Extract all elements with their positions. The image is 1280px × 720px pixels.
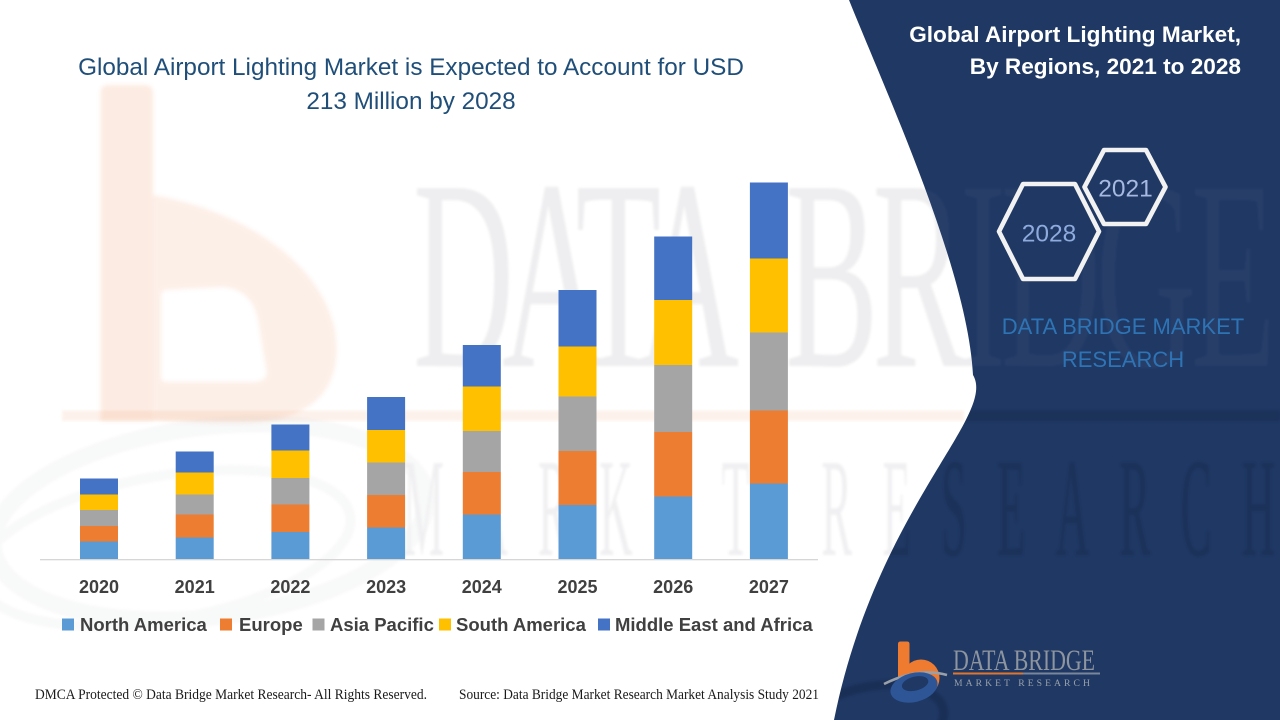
svg-text:Asia Pacific: Asia Pacific xyxy=(330,614,434,635)
svg-text:DATA BRIDGE: DATA BRIDGE xyxy=(953,644,1095,677)
svg-text:By Regions, 2021 to 2028: By Regions, 2021 to 2028 xyxy=(970,54,1241,79)
svg-text:2022: 2022 xyxy=(270,577,310,597)
svg-text:2026: 2026 xyxy=(653,577,693,597)
svg-text:Global Airport Lighting Market: Global Airport Lighting Market, xyxy=(909,22,1241,47)
svg-text:2021: 2021 xyxy=(175,577,215,597)
svg-text:South America: South America xyxy=(456,614,587,635)
svg-text:2027: 2027 xyxy=(749,577,789,597)
svg-text:DMCA Protected © Data Bridge M: DMCA Protected © Data Bridge Market Rese… xyxy=(35,687,427,703)
svg-text:MARKET RESEARCH: MARKET RESEARCH xyxy=(954,679,1093,689)
svg-text:2024: 2024 xyxy=(462,577,502,597)
svg-text:2023: 2023 xyxy=(366,577,406,597)
svg-text:213 Million by 2028: 213 Million by 2028 xyxy=(306,88,515,115)
svg-text:2021: 2021 xyxy=(1098,176,1153,203)
svg-text:North America: North America xyxy=(80,614,208,635)
svg-text:DATA BRIDGE MARKET: DATA BRIDGE MARKET xyxy=(1002,314,1244,339)
svg-text:RESEARCH: RESEARCH xyxy=(1062,347,1184,372)
svg-text:2025: 2025 xyxy=(557,577,597,597)
svg-text:Middle East and Africa: Middle East and Africa xyxy=(615,614,813,635)
svg-text:2028: 2028 xyxy=(1022,221,1077,248)
svg-text:Global Airport Lighting Market: Global Airport Lighting Market is Expect… xyxy=(78,54,744,81)
svg-text:Europe: Europe xyxy=(239,614,303,635)
svg-text:Source: Data Bridge Market Res: Source: Data Bridge Market Research Mark… xyxy=(459,687,819,703)
svg-text:2020: 2020 xyxy=(79,577,119,597)
